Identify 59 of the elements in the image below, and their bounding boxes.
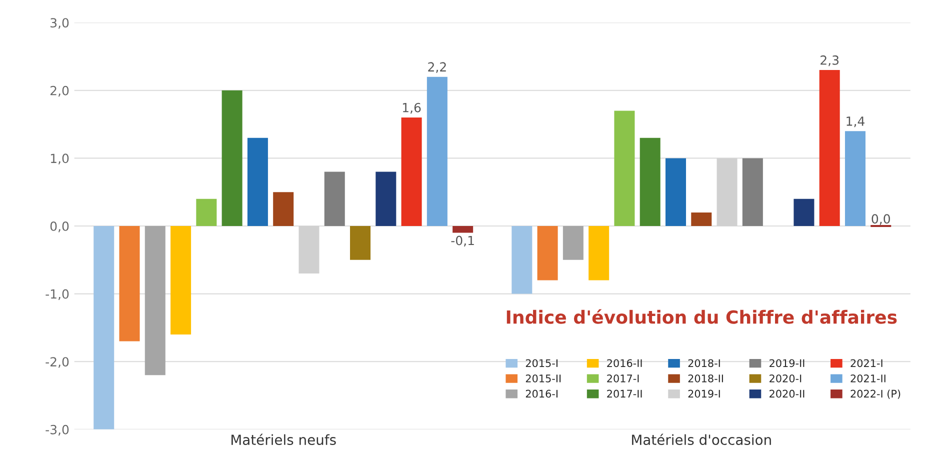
bar (376, 172, 396, 226)
legend-label: 2015-II (526, 374, 561, 382)
data-label: 1,6 (402, 102, 421, 114)
bar (794, 198, 814, 226)
y-tick-label: 1,0 (50, 154, 69, 164)
data-label: 2,3 (820, 55, 839, 66)
data-label: 2,2 (428, 62, 446, 73)
bar (170, 226, 192, 334)
bar (452, 226, 474, 233)
y-tick-label: -1,0 (46, 289, 69, 300)
x-tick-label: Matériels d'occasion (632, 434, 771, 446)
legend-label: 2022-I (P) (850, 390, 900, 399)
bar (196, 198, 217, 226)
data-label: -0,1 (451, 236, 474, 247)
bar (819, 70, 840, 226)
data-label: 0,0 (872, 214, 890, 225)
bar (588, 226, 610, 280)
y-tick-label: 3,0 (50, 18, 69, 29)
bar (691, 212, 712, 226)
bar (426, 76, 448, 226)
bar (742, 158, 763, 226)
legend-label: 2019-I (688, 390, 720, 398)
legend-label: 2016-II (607, 359, 642, 368)
legend-label: 2021-II (850, 374, 886, 382)
y-tick-label: 2,0 (50, 86, 69, 97)
legend-label: 2016-I (526, 390, 558, 398)
legend-label: 2018-I (688, 359, 720, 368)
x-tick-label: Matériels neufs (232, 434, 336, 446)
legend-label: 2020-II (770, 390, 804, 398)
bar (298, 226, 320, 274)
legend-label: 2020-I (770, 374, 802, 382)
text: Indice d'évolution du Chiffre d'affaires (506, 309, 897, 324)
bar (350, 226, 371, 260)
legend-label: 2021-I (850, 359, 882, 368)
bar (144, 226, 166, 376)
y-tick-label: -2,0 (46, 357, 69, 368)
bar (640, 138, 660, 226)
y-tick-label: -3,0 (46, 424, 69, 436)
bar (844, 131, 866, 226)
data-label: 1,4 (846, 116, 864, 128)
bar (666, 158, 686, 226)
bar (716, 158, 738, 226)
bar (119, 226, 140, 342)
legend-label: 2018-II (688, 374, 723, 382)
bar (94, 226, 114, 430)
bar (614, 110, 635, 226)
bar (324, 172, 345, 226)
legend-label: 2015-I (526, 359, 558, 368)
bar (273, 192, 294, 226)
bar (562, 226, 584, 260)
bar (401, 118, 422, 226)
bar (537, 226, 558, 280)
bar (247, 138, 268, 226)
legend-label: 2017-II (607, 390, 642, 398)
y-tick-label: 0,0 (50, 221, 69, 232)
legend-label: 2019-II (770, 359, 804, 368)
bar (512, 226, 532, 294)
bar (222, 90, 242, 226)
legend-label: 2017-I (607, 374, 639, 382)
